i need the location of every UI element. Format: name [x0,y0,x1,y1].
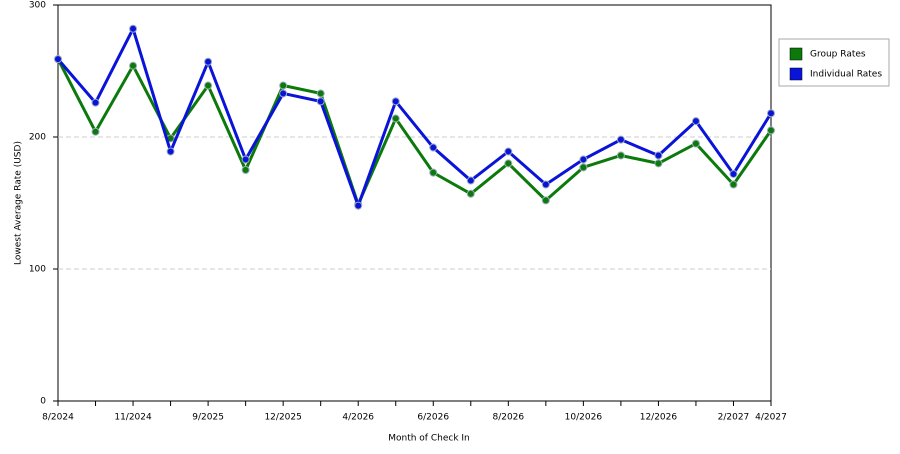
data-point [241,166,250,174]
data-point [391,97,400,106]
series-line [56,58,773,209]
y-tick-label: 0 [40,397,46,407]
data-point [579,163,588,172]
x-tick-label: 2/2027 [718,413,750,423]
data-point [91,127,100,136]
data-point [316,89,325,98]
data-point [316,97,325,106]
data-point [429,168,438,177]
data-point [504,159,513,168]
legend-swatch [789,67,803,81]
x-tick-label: 9/2025 [192,413,224,423]
data-point [541,180,550,189]
data-point [691,139,700,148]
data-point [654,159,663,168]
data-point [204,81,213,90]
data-point [129,61,138,70]
y-tick-label: 200 [29,133,46,143]
x-tick-label: 8/2024 [42,413,74,423]
data-point [729,180,738,189]
data-point [616,135,625,144]
data-point [241,155,250,164]
data-point [354,201,363,210]
data-point [204,57,213,66]
y-axis-label: Lowest Average Rate (USD) [14,141,24,265]
legend-label: Group Rates [810,50,866,60]
x-tick-label: 4/2026 [342,413,374,423]
data-point [767,126,775,135]
data-point [466,189,475,198]
data-point [129,24,138,33]
data-point [54,55,62,64]
data-point [729,169,738,178]
data-point [279,89,288,98]
data-point [391,114,400,123]
data-point [429,143,438,152]
legend-swatch [789,47,803,61]
data-point [91,98,100,107]
data-point [541,196,550,205]
data-point [616,151,625,160]
x-tick-label: 12/2026 [640,413,678,423]
data-point [504,147,513,156]
x-tick-label: 10/2026 [565,413,603,423]
data-point [466,176,475,185]
data-point [166,147,175,156]
x-tick-label: 6/2026 [417,413,449,423]
x-axis-label: Month of Check In [388,434,470,444]
series-line [56,24,773,211]
data-point [691,117,700,126]
x-tick-label: 8/2026 [492,413,524,423]
plot-frame [57,4,772,402]
data-point [579,155,588,164]
y-tick-label: 100 [29,265,46,275]
data-point [654,151,663,160]
x-tick-label: 11/2024 [114,413,152,423]
data-point [767,109,775,118]
x-tick-label: 4/2027 [755,413,787,423]
data-point [279,81,288,90]
legend-label: Individual Rates [810,70,882,80]
y-tick-label: 300 [29,1,46,11]
x-tick-label: 12/2025 [264,413,301,423]
